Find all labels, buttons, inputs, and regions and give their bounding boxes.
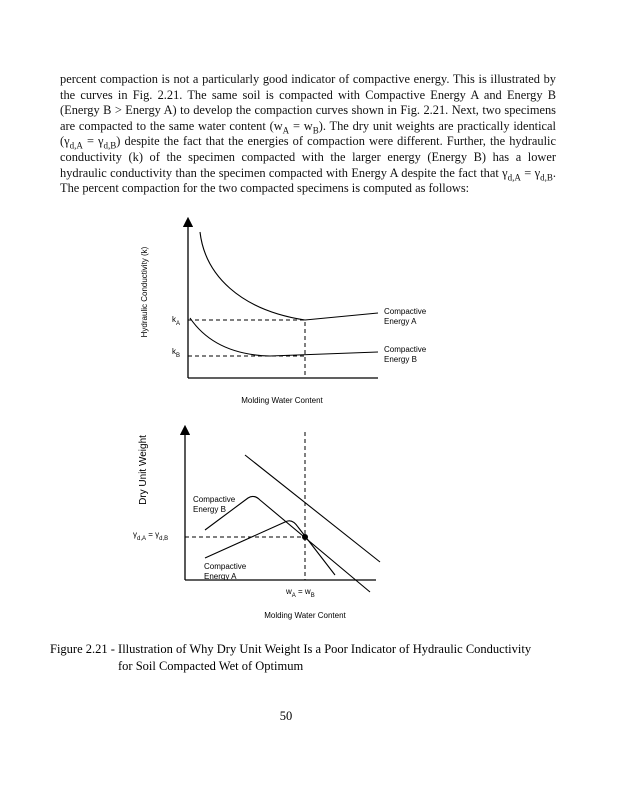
subscript: B	[311, 593, 315, 599]
x-axis-label: Molding Water Content	[241, 396, 323, 405]
subscript: B	[312, 125, 319, 136]
curve-label: Compactive	[204, 562, 247, 571]
text-run: ) despite the fact that the energies of …	[60, 134, 556, 180]
subscript: B	[176, 353, 180, 359]
text-run: = γ	[82, 134, 104, 149]
intersection-point	[302, 534, 308, 540]
curve-label: Energy B	[193, 505, 226, 514]
hydraulic-diagram: Hydraulic Conductivity (k) Molding Water…	[140, 216, 427, 405]
curve-label: Energy A	[384, 317, 417, 326]
k-b-label: kB	[172, 347, 180, 359]
subscript: A	[282, 125, 290, 136]
y-axis-label: Hydraulic Conductivity (k)	[140, 246, 149, 337]
subscript: A	[176, 321, 180, 327]
curve-energy-b	[204, 495, 371, 593]
dry-unit-weight-diagram: Dry Unit Weight Molding Water Content γd…	[133, 424, 381, 620]
subscript: A	[292, 593, 296, 599]
curve-label: Compactive	[384, 345, 427, 354]
subscript: d,B	[103, 140, 117, 151]
text-run: k	[172, 315, 177, 324]
subscript: d,A	[69, 140, 83, 151]
text-run: w	[285, 587, 292, 596]
body-paragraph: percent compaction is not a particularly…	[60, 72, 556, 197]
curve-label: Compactive	[384, 307, 427, 316]
subscript: d,B	[540, 172, 553, 183]
gamma-label: γd,A = γd,B	[133, 530, 168, 542]
curve-energy-a	[204, 520, 336, 576]
w-label: wA = wB	[285, 587, 315, 599]
zero-air-voids-line	[244, 454, 381, 563]
subscript: d,A	[507, 172, 521, 183]
caption: Figure 2.21 - Illustration of Why Dry Un…	[50, 642, 532, 656]
text-run: γ	[133, 530, 137, 539]
curve-energy-b	[189, 317, 379, 357]
text-run: ). The dry unit weights are practically …	[60, 118, 556, 149]
text-run: = γ	[520, 165, 541, 180]
curve-label: Compactive	[193, 495, 236, 504]
text-run: = γ	[146, 530, 159, 539]
subscript: d,B	[159, 536, 168, 542]
text-run: = w	[289, 118, 313, 133]
text-run: . The percent compaction for the two com…	[60, 165, 556, 196]
caption: for Soil Compacted Wet of Optimum	[118, 659, 303, 673]
text-run: = w	[296, 587, 311, 596]
y-axis-label: Dry Unit Weight	[138, 435, 149, 505]
curve-energy-a	[199, 231, 379, 321]
curve-label: Energy A	[204, 572, 237, 581]
text-run: k	[172, 347, 177, 356]
text-run: percent compaction is not a particularly…	[60, 72, 556, 133]
k-a-label: kA	[172, 315, 180, 327]
page-number: 50	[280, 709, 293, 723]
subscript: d,A	[137, 536, 146, 542]
x-axis-label: Molding Water Content	[264, 611, 346, 620]
curve-label: Energy B	[384, 355, 417, 364]
